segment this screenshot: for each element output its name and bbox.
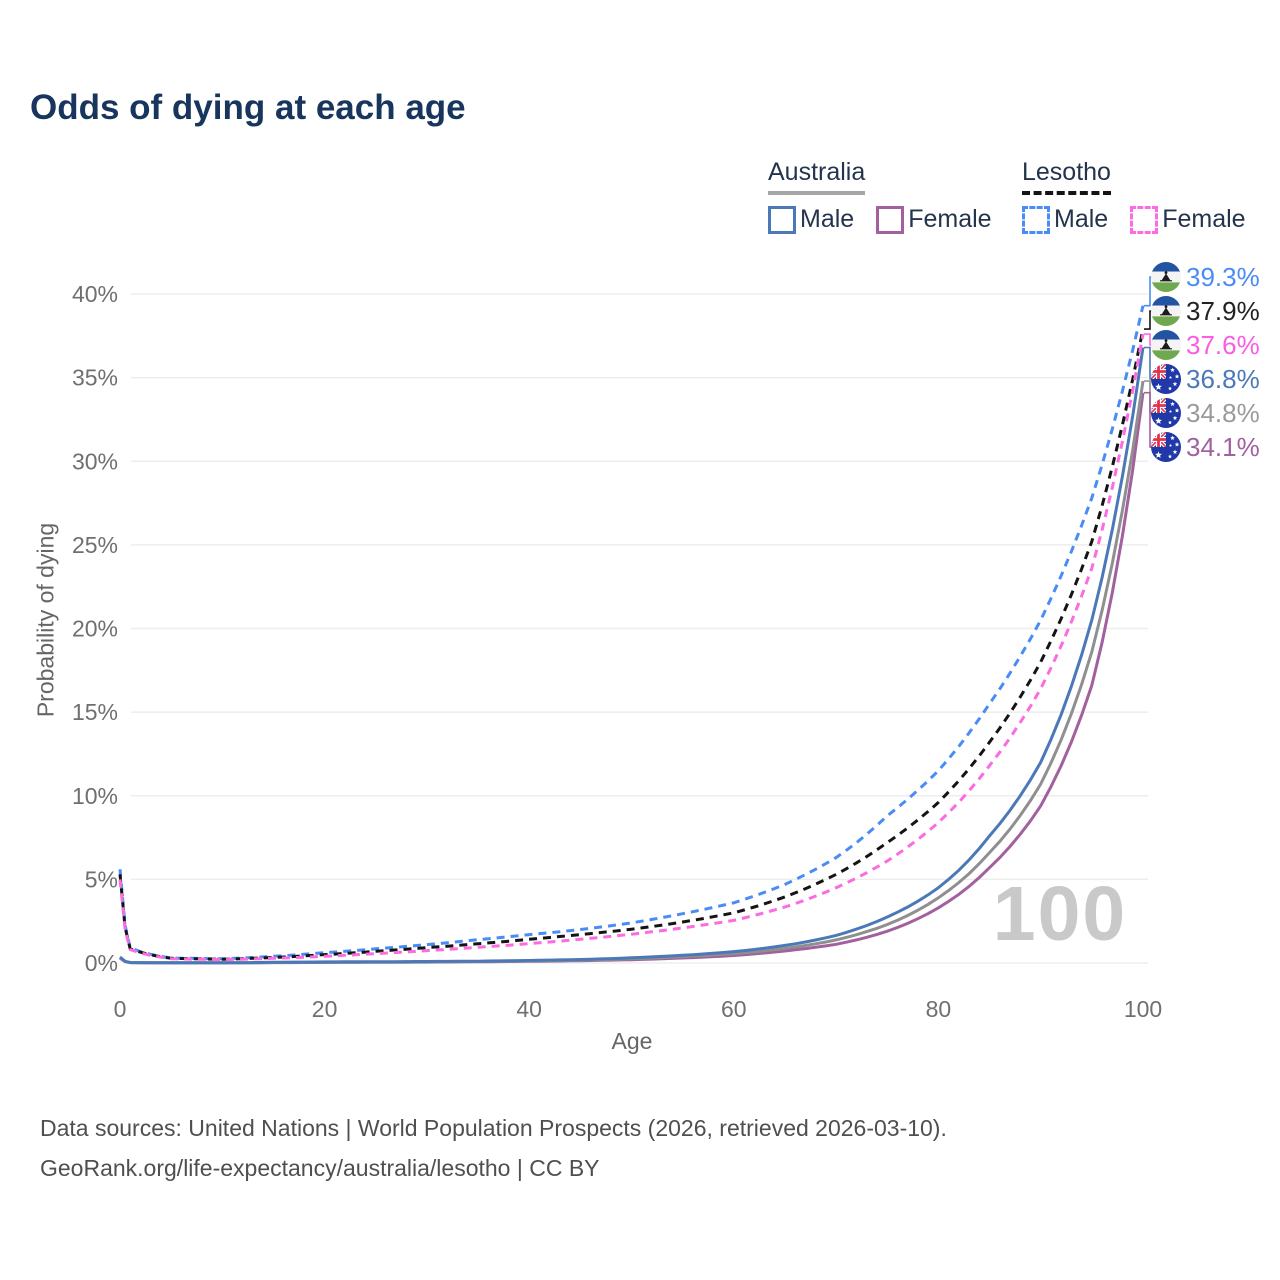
x-tick-label: 20 <box>312 996 338 1022</box>
legend-label-lesotho-male[interactable]: Male <box>1054 205 1109 233</box>
end-value-label-lesotho-both-sexes: 37.9% <box>1186 296 1260 326</box>
y-tick-label: 5% <box>85 866 118 892</box>
legend-items-lesotho: Male Female <box>1022 205 1260 234</box>
australia-male-swatch-icon[interactable] <box>768 205 796 234</box>
y-tick-label: 40% <box>72 281 118 307</box>
y-tick-label: 0% <box>85 950 118 976</box>
lesotho-female-swatch-icon[interactable] <box>1130 205 1159 234</box>
end-value-label-lesotho-female: 37.6% <box>1186 330 1260 360</box>
y-tick-label: 15% <box>72 699 118 725</box>
lesotho-male-swatch-icon[interactable] <box>1022 205 1050 234</box>
legend-item-lesotho-female[interactable]: Female <box>1130 205 1246 234</box>
y-axis-title: Probability of dying <box>32 522 59 718</box>
series-line-lesotho-male <box>118 305 1145 961</box>
series-line-lesotho-female <box>118 333 1145 962</box>
end-value-label-australia-both-sexes: 34.8% <box>1186 398 1260 428</box>
legend-item-australia-male[interactable]: Male <box>768 205 854 234</box>
legend-group-lesotho: Lesotho Male Female <box>1022 158 1260 234</box>
y-tick-label: 20% <box>72 616 118 642</box>
x-tick-label: 100 <box>1124 996 1162 1022</box>
age-counter-watermark: 100 <box>992 871 1128 957</box>
y-tick-label: 35% <box>72 365 118 391</box>
x-axis-title: Age <box>611 1028 653 1054</box>
legend-country-australia: Australia <box>768 158 866 195</box>
legend-country-lesotho: Lesotho <box>1022 158 1111 195</box>
x-tick-label: 80 <box>926 996 952 1022</box>
australia-flag-icon <box>1151 364 1181 394</box>
page-title: Odds of dying at each age <box>30 88 466 127</box>
australia-female-swatch-icon[interactable] <box>876 205 905 234</box>
series-line-australia-both-sexes <box>119 380 1145 965</box>
legend-label-lesotho-female[interactable]: Female <box>1162 205 1246 233</box>
legend-item-lesotho-male[interactable]: Male <box>1022 205 1108 234</box>
legend: Australia Male Female Lesotho Male <box>0 158 1280 248</box>
footer-attribution: GeoRank.org/life-expectancy/australia/le… <box>40 1155 600 1181</box>
lesotho-flag-icon <box>1151 296 1181 326</box>
lesotho-flag-icon <box>1151 262 1181 292</box>
series-line-lesotho-both-sexes <box>118 328 1145 961</box>
x-tick-label: 60 <box>721 996 747 1022</box>
legend-label-australia-female[interactable]: Female <box>908 205 992 233</box>
y-tick-label: 10% <box>72 783 118 809</box>
australia-flag-icon <box>1151 432 1181 462</box>
end-value-label-australia-male: 36.8% <box>1186 364 1260 394</box>
end-value-label-australia-female: 34.1% <box>1186 432 1260 462</box>
legend-group-australia: Australia Male Female <box>768 158 1006 234</box>
legend-items-australia: Male Female <box>768 205 1006 234</box>
y-tick-label: 25% <box>72 532 118 558</box>
australia-flag-icon <box>1151 398 1181 428</box>
series-line-australia-male <box>119 347 1145 965</box>
footer-data-sources: Data sources: United Nations | World Pop… <box>40 1115 947 1141</box>
legend-label-australia-male[interactable]: Male <box>800 205 855 233</box>
series-line-australia-female <box>119 392 1145 965</box>
footer: Data sources: United Nations | World Pop… <box>40 1108 947 1188</box>
end-value-label-lesotho-male: 39.3% <box>1186 262 1260 292</box>
lesotho-flag-icon <box>1151 330 1181 360</box>
y-tick-label: 30% <box>72 448 118 474</box>
legend-item-australia-female[interactable]: Female <box>876 205 992 234</box>
x-tick-label: 40 <box>516 996 542 1022</box>
x-tick-label: 0 <box>114 996 127 1022</box>
